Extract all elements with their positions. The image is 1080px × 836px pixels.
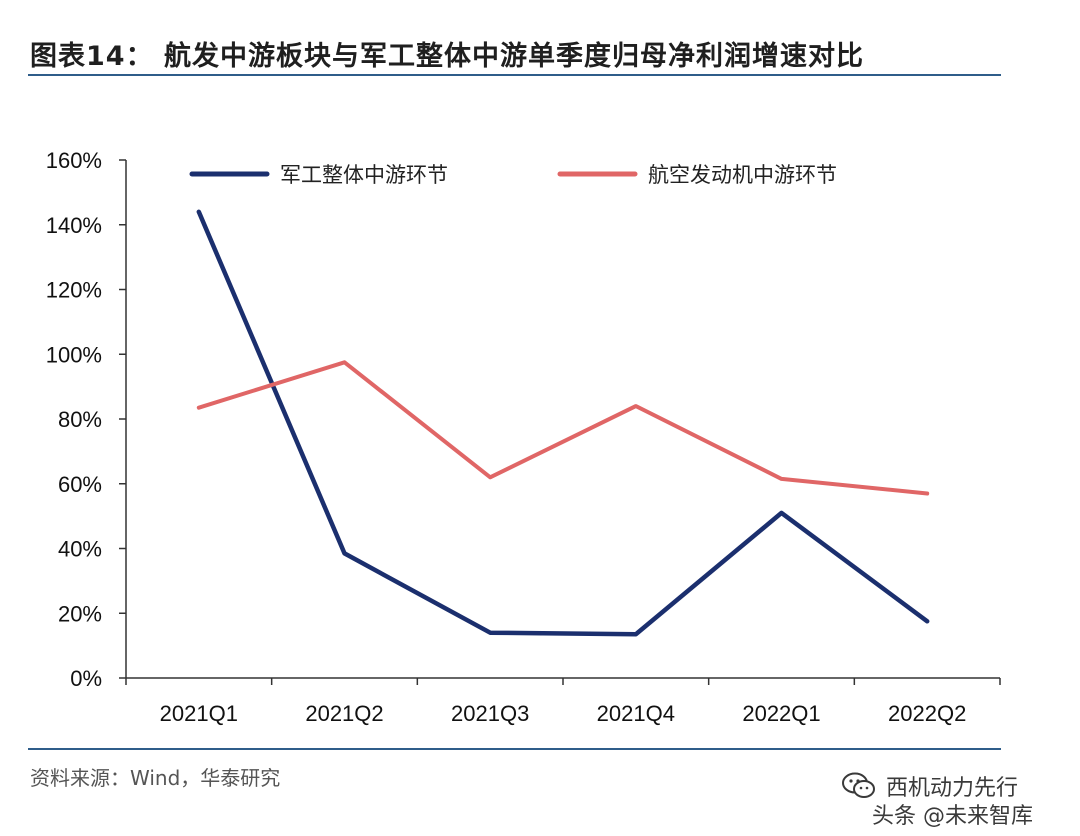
y-tick-label: 160% — [46, 148, 102, 173]
title-divider — [28, 74, 1001, 76]
figure-title: 图表14： 航发中游板块与军工整体中游单季度归母净利润增速对比 — [30, 41, 864, 72]
y-tick-label: 80% — [58, 407, 102, 432]
chart-series — [196, 209, 930, 637]
footer-divider — [28, 748, 1001, 750]
x-tick-label: 2022Q1 — [742, 701, 820, 726]
x-tick-label: 2022Q2 — [888, 701, 966, 726]
watermark: 西机动力先行 头条 @未来智库 — [842, 768, 1062, 830]
chart-legend: 军工整体中游环节 航空发动机中游环节 — [189, 163, 837, 187]
y-tick-label: 140% — [46, 213, 102, 238]
x-tick-label: 2021Q2 — [305, 701, 383, 726]
x-tick-label: 2021Q4 — [597, 701, 675, 726]
y-tick-label: 60% — [58, 472, 102, 497]
wechat-icon — [842, 772, 875, 798]
watermark-source: 头条 @未来智库 — [872, 804, 1033, 829]
y-tick-label: 20% — [58, 601, 102, 626]
x-tick-label: 2021Q3 — [451, 701, 529, 726]
series-line-1 — [196, 209, 930, 637]
watermark-account: 西机动力先行 — [886, 776, 1019, 801]
legend-label-2: 航空发动机中游环节 — [648, 163, 837, 187]
y-tick-label: 0% — [70, 666, 102, 691]
y-tick-label: 120% — [46, 278, 102, 303]
y-tick-label: 40% — [58, 537, 102, 562]
y-tick-label: 100% — [46, 342, 102, 367]
x-tick-label: 2021Q1 — [160, 701, 238, 726]
legend-label-1: 军工整体中游环节 — [280, 163, 448, 187]
series-line-2 — [196, 360, 930, 496]
chart-axes: 0% 20% 40% 60% 80% 100% 120% 140% 160% 2021Q1 2021… — [46, 148, 1001, 726]
source-note: 资料来源：Wind，华泰研究 — [30, 766, 281, 790]
